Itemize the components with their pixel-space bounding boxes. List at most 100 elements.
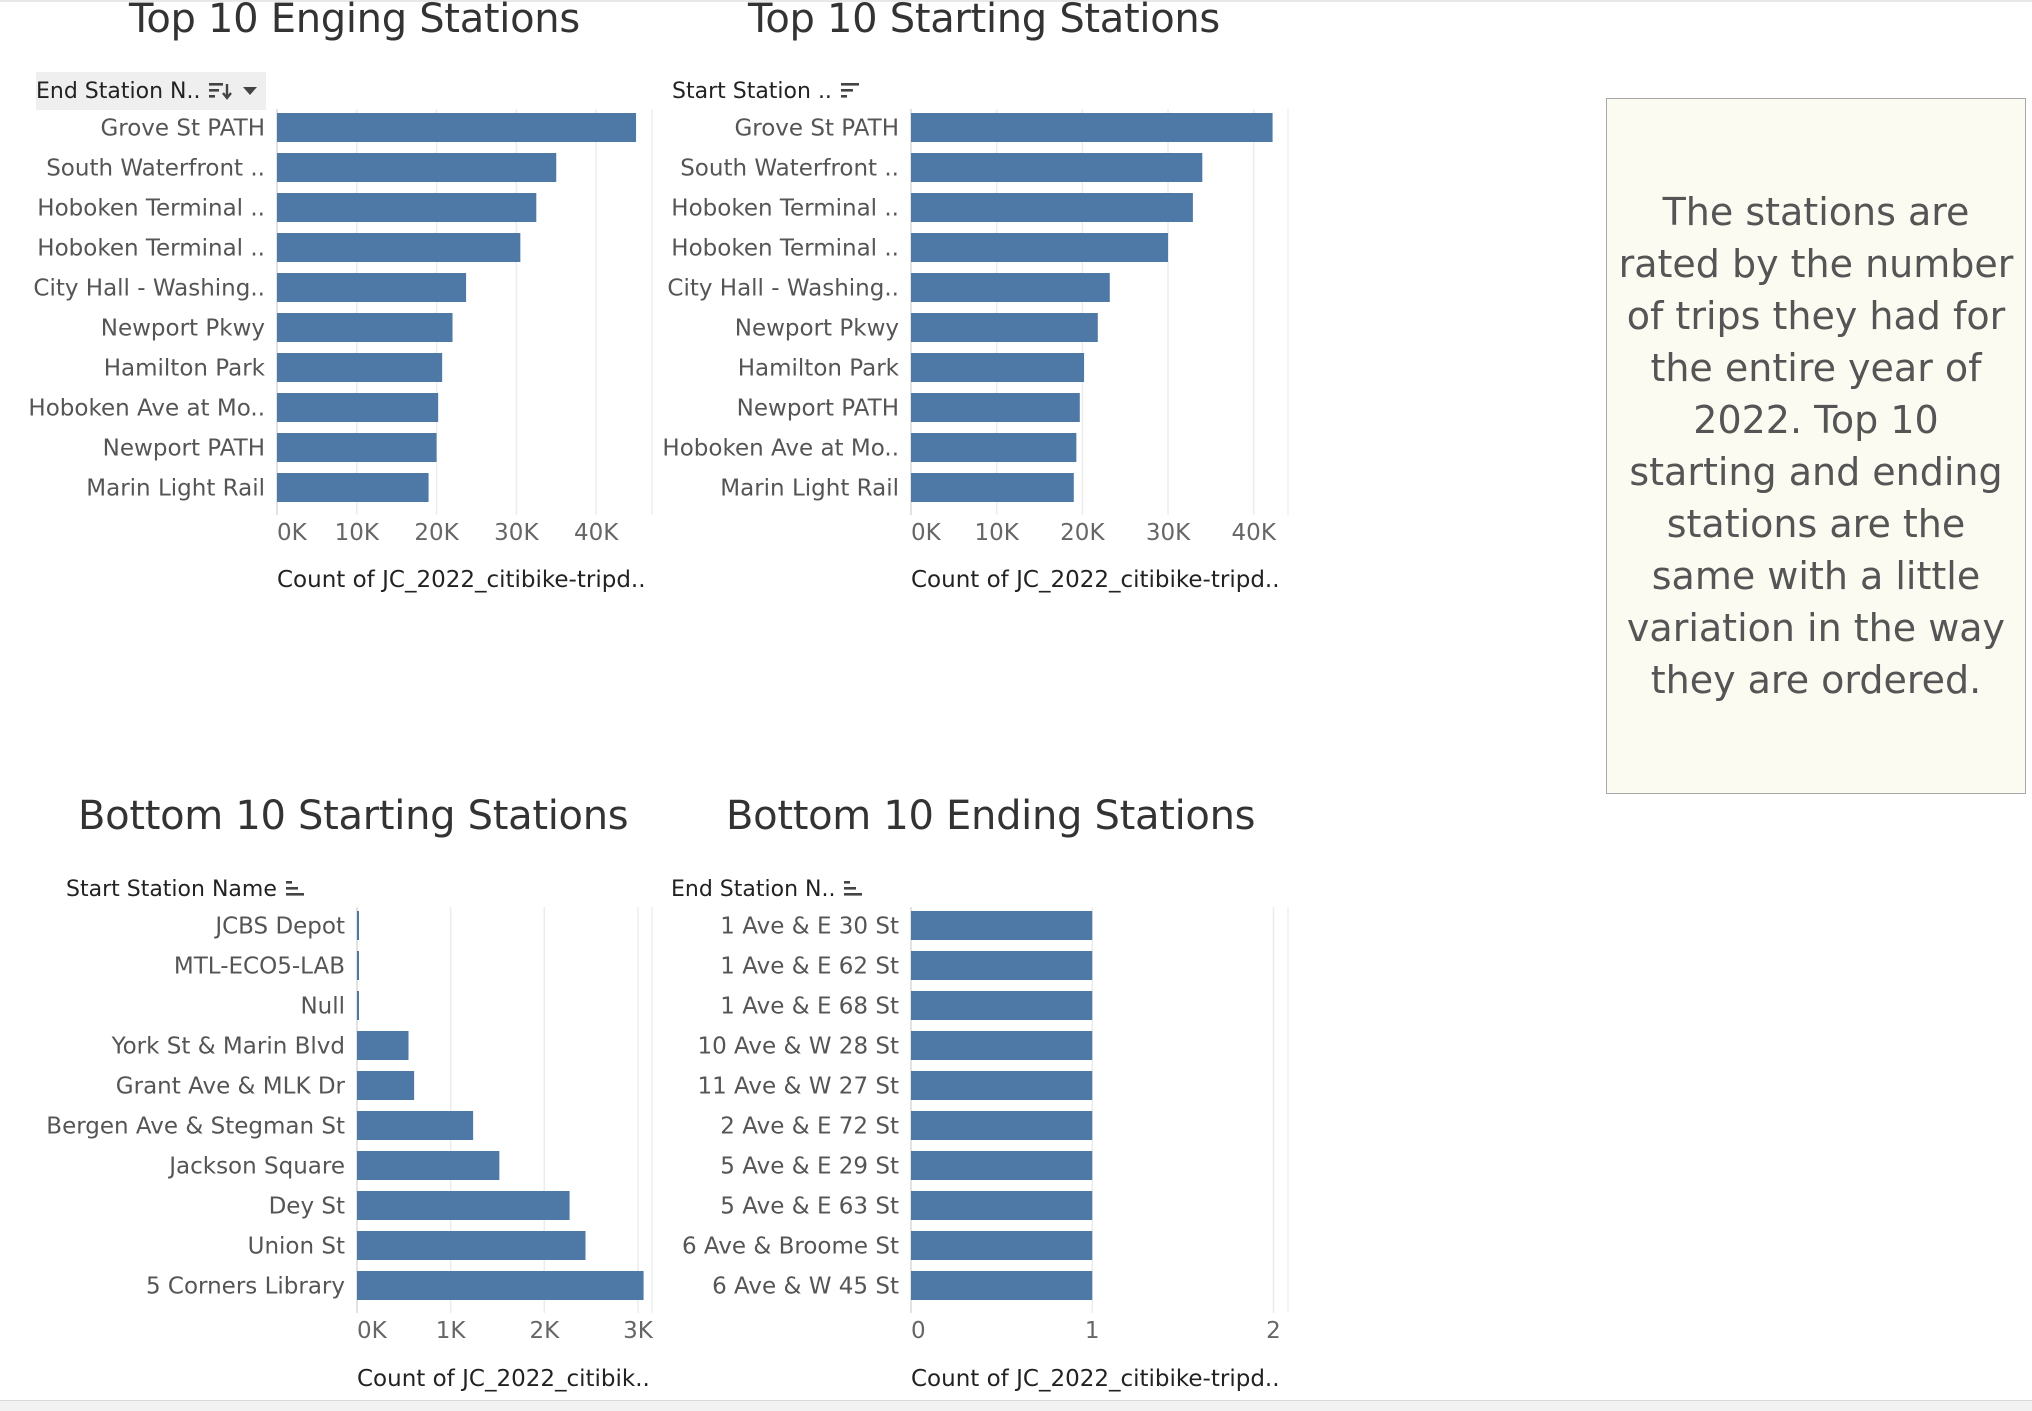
top-starting-category-label: Newport PATH [737, 396, 899, 422]
sort-descending-icon[interactable] [208, 80, 234, 102]
bottom-starting-bar [357, 1031, 409, 1060]
top-ending-bar [277, 473, 429, 502]
chart-title-top-starting: Top 10 Starting Stations [748, 0, 1220, 42]
top-ending-category-label: South Waterfront .. [46, 156, 265, 182]
chart-title-top-ending: Top 10 Enging Stations [129, 0, 580, 42]
top-starting-category-label: Newport Pkwy [735, 316, 899, 342]
bottom-ending-bar [911, 1271, 1093, 1300]
bottom-starting-category-label: York St & Marin Blvd [111, 1034, 345, 1060]
bottom-ending-bar [911, 1191, 1093, 1220]
bottom-ending-bar [911, 1151, 1093, 1180]
top-ending-bar [277, 273, 467, 302]
top-starting-category-label: South Waterfront .. [680, 156, 899, 182]
bottom-ending-category-label: 1 Ave & E 30 St [720, 914, 899, 940]
chevron-down-icon[interactable] [242, 85, 258, 97]
top-starting-tick-label: 40K [1232, 520, 1277, 546]
top-ending-category-label: Newport PATH [103, 436, 265, 462]
bottom-scrollbar[interactable] [0, 1400, 2032, 1411]
end-station-header-bottom[interactable]: End Station N.. [671, 870, 865, 908]
top-starting-bar [911, 473, 1074, 502]
bottom-starting-tick-label: 2K [529, 1318, 560, 1344]
bottom-ending-category-label: 2 Ave & E 72 St [720, 1114, 899, 1140]
bottom-starting-bar [357, 991, 359, 1020]
end-station-header-label: End Station N.. [36, 78, 201, 104]
chart-title-bottom-ending: Bottom 10 Ending Stations [726, 793, 1256, 839]
top-ending-category-label: Grove St PATH [100, 116, 265, 142]
bottom-ending-x-axis-title: Count of JC_2022_citibike-tripd.. [911, 1366, 1280, 1392]
top-starting-category-label: Marin Light Rail [720, 476, 899, 502]
annotation-box: The stations are rated by the number of … [1606, 98, 2026, 794]
top-ending-category-label: Marin Light Rail [86, 476, 265, 502]
top-starting-category-label: Hoboken Ave at Mo.. [662, 436, 899, 462]
bottom-starting-bar [357, 951, 359, 980]
bottom-ending-bar [911, 991, 1093, 1020]
top-starting-category-label: Hamilton Park [738, 356, 900, 382]
top-starting-category-label: Hoboken Terminal .. [671, 196, 899, 222]
top-ending-tick-label: 10K [335, 520, 380, 546]
top-ending-category-label: Hoboken Ave at Mo.. [28, 396, 265, 422]
end-station-header-top[interactable]: End Station N.. [36, 72, 267, 110]
bottom-ending-bar [911, 1231, 1093, 1260]
top-starting-tick-label: 20K [1060, 520, 1105, 546]
top-ending-bar [277, 433, 437, 462]
top-ending-category-label: Newport Pkwy [101, 316, 265, 342]
top-starting-bar [911, 273, 1110, 302]
bottom-starting-category-label: Union St [248, 1234, 345, 1260]
bottom-starting-tick-label: 3K [623, 1318, 654, 1344]
top-starting-x-axis-title: Count of JC_2022_citibike-tripd.. [911, 567, 1280, 593]
top-starting-bar [911, 393, 1080, 422]
sort-ascending-icon[interactable] [285, 878, 307, 900]
top-starting-tick-label: 30K [1146, 520, 1191, 546]
annotation-text: The stations are rated by the number of … [1618, 190, 2014, 702]
bottom-ending-bar [911, 951, 1093, 980]
bottom-starting-bar [357, 1231, 586, 1260]
top-starting-bar [911, 193, 1193, 222]
top-ending-bar [277, 393, 439, 422]
bottom-starting-bar [357, 1151, 500, 1180]
bottom-starting-x-axis-title: Count of JC_2022_citibik.. [357, 1366, 650, 1392]
top-ending-tick-label: 30K [494, 520, 539, 546]
top-ending-category-label: City Hall - Washing.. [33, 276, 265, 302]
bottom-starting-category-label: Grant Ave & MLK Dr [116, 1074, 346, 1100]
bottom-ending-category-label: 5 Ave & E 63 St [720, 1194, 899, 1220]
start-station-header-label: Start Station .. [672, 78, 832, 104]
top-ending-tick-label: 20K [414, 520, 459, 546]
top-starting-category-label: Hoboken Terminal .. [671, 236, 899, 262]
top-starting-bar [911, 233, 1169, 262]
bottom-starting-category-label: Bergen Ave & Stegman St [46, 1114, 345, 1140]
end-station-header-label-bottom: End Station N.. [671, 876, 836, 902]
top-ending-category-label: Hamilton Park [104, 356, 266, 382]
chart-title-bottom-starting: Bottom 10 Starting Stations [78, 793, 629, 839]
sort-ascending-icon[interactable] [843, 878, 865, 900]
top-starting-tick-label: 0K [911, 520, 942, 546]
top-ending-bar [277, 113, 637, 142]
bottom-starting-category-label: MTL-ECO5-LAB [174, 954, 345, 980]
bottom-ending-bar [911, 1071, 1093, 1100]
bottom-ending-category-label: 6 Ave & Broome St [682, 1234, 899, 1260]
top-ending-bar [277, 353, 443, 382]
bottom-starting-category-label: Null [300, 994, 345, 1020]
bottom-starting-tick-label: 1K [436, 1318, 467, 1344]
bottom-ending-category-label: 1 Ave & E 62 St [720, 954, 899, 980]
top-starting-category-label: Grove St PATH [734, 116, 899, 142]
bottom-starting-category-label: JCBS Depot [213, 914, 345, 940]
top-ending-category-label: Hoboken Terminal .. [37, 196, 265, 222]
top-ending-tick-label: 0K [277, 520, 308, 546]
bottom-ending-tick-label: 0 [911, 1318, 926, 1344]
bottom-starting-bar [357, 1271, 644, 1300]
top-ending-bar [277, 233, 521, 262]
start-station-header-top[interactable]: Start Station .. [672, 72, 862, 110]
bottom-ending-tick-label: 2 [1266, 1318, 1281, 1344]
bottom-ending-bar [911, 1031, 1093, 1060]
top-starting-bar [911, 433, 1077, 462]
top-border [0, 0, 2032, 2]
top-ending-category-label: Hoboken Terminal .. [37, 236, 265, 262]
bottom-starting-bar [357, 1071, 415, 1100]
sort-descending-icon[interactable] [840, 80, 862, 102]
top-ending-bar [277, 153, 557, 182]
top-ending-bar [277, 313, 453, 342]
start-station-header-bottom[interactable]: Start Station Name [66, 870, 307, 908]
bottom-starting-bar [357, 1111, 474, 1140]
top-ending-tick-label: 40K [574, 520, 619, 546]
